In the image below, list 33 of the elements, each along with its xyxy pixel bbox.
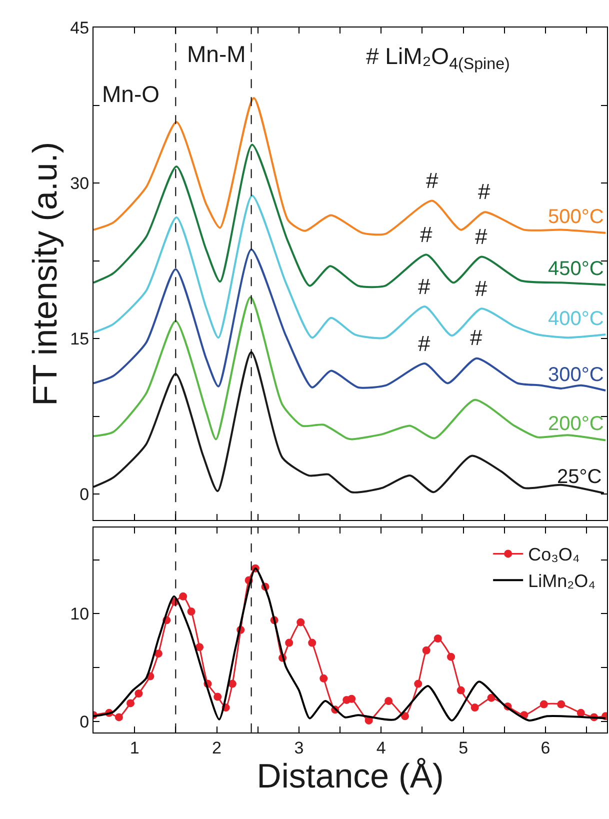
y-tick-label: 45 — [70, 18, 90, 38]
series-label: 25°C — [557, 466, 602, 488]
y-tick-label: 30 — [70, 174, 90, 194]
series-label: 400°C — [548, 308, 604, 330]
series-label: 200°C — [548, 413, 604, 435]
y-tick-label: 0 — [80, 485, 90, 504]
annotation: # — [418, 274, 431, 299]
annotation: # — [478, 179, 491, 204]
y-tick-label: 15 — [70, 330, 90, 349]
x-tick-label: 6 — [540, 738, 550, 758]
annotation: Mn-O — [102, 81, 160, 107]
x-tick-label: 1 — [130, 738, 140, 758]
series-label: 450°C — [548, 258, 604, 280]
annotation: Mn-M — [187, 41, 246, 67]
legend-label: LiMn₂O₄ — [528, 571, 596, 592]
legend-label: Co₃O₄ — [528, 544, 580, 565]
x-tick-label: 4 — [376, 738, 386, 758]
x-tick-label: 3 — [294, 738, 304, 758]
y-axis-title: FT intensity (a.u.) — [26, 142, 65, 406]
annotation: # — [475, 224, 488, 249]
x-tick-label: 2 — [212, 738, 222, 758]
x-tick-label: 5 — [458, 738, 468, 758]
y-tick-label: 0 — [80, 712, 90, 732]
annotation: # — [470, 325, 483, 350]
annotation: # — [420, 222, 433, 247]
x-axis-title: Distance (Å) — [256, 758, 444, 796]
annotation: # — [426, 168, 439, 193]
series-label: 300°C — [548, 364, 604, 386]
annotation: # — [475, 276, 488, 301]
annotation: # — [418, 331, 431, 356]
annotation: # LiM₂O$_{4(Spine)}$ — [366, 43, 510, 73]
series-label: 500°C — [548, 206, 604, 228]
y-tick-label: 10 — [70, 604, 90, 624]
